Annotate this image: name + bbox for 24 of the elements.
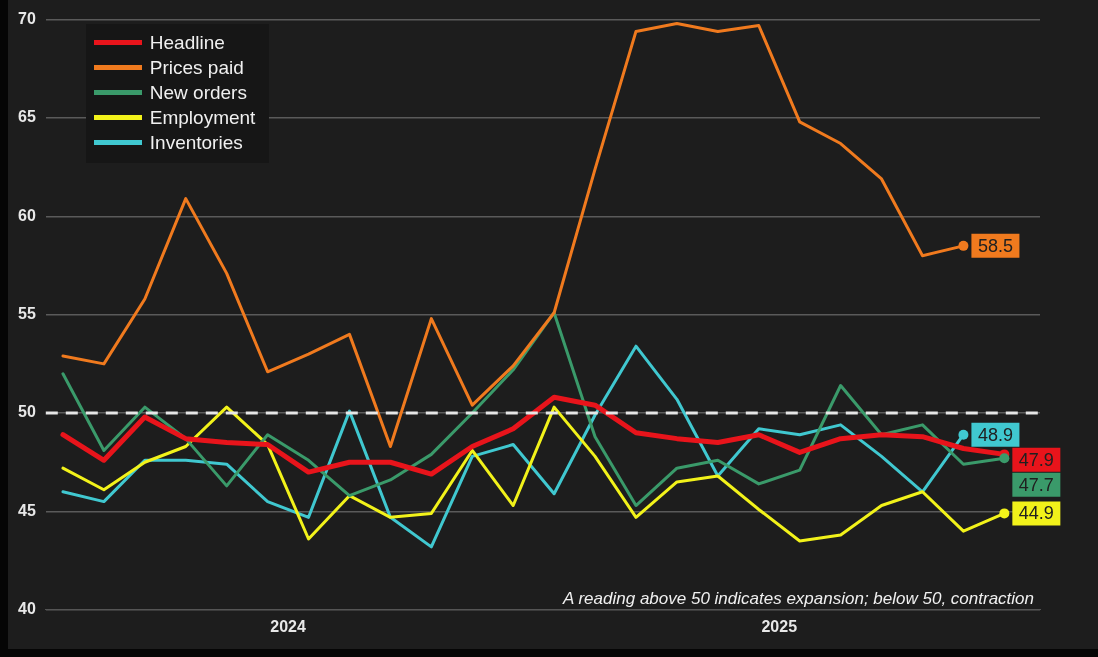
y-tick-label: 40 xyxy=(18,600,36,618)
annotation: A reading above 50 indicates expansion; below 50, contraction xyxy=(562,588,1034,608)
legend-label: Headline xyxy=(149,30,225,55)
point xyxy=(999,453,1010,464)
x-tick-label: 2025 xyxy=(761,617,798,635)
data-label: 47.7 xyxy=(1018,474,1054,495)
y-tick-label: 65 xyxy=(18,108,36,126)
legend-label: Employment xyxy=(149,105,256,130)
data-label: 58.5 xyxy=(977,235,1013,256)
y-tick-label: 60 xyxy=(18,206,36,224)
point xyxy=(999,508,1010,519)
data-label: 48.9 xyxy=(977,424,1013,445)
point xyxy=(958,240,969,251)
legend-label: Prices paid xyxy=(149,55,244,80)
y-tick-label: 70 xyxy=(18,10,36,28)
data-label: 47.9 xyxy=(1018,449,1054,470)
legend-label: New orders xyxy=(149,80,247,105)
x-tick-label: 2024 xyxy=(270,617,306,635)
legend-label: Inventories xyxy=(149,130,243,155)
y-tick-label: 50 xyxy=(18,403,36,421)
y-tick-label: 55 xyxy=(18,305,36,323)
point xyxy=(958,429,969,440)
data-label: 44.9 xyxy=(1018,503,1054,524)
y-tick-label: 45 xyxy=(18,501,36,519)
